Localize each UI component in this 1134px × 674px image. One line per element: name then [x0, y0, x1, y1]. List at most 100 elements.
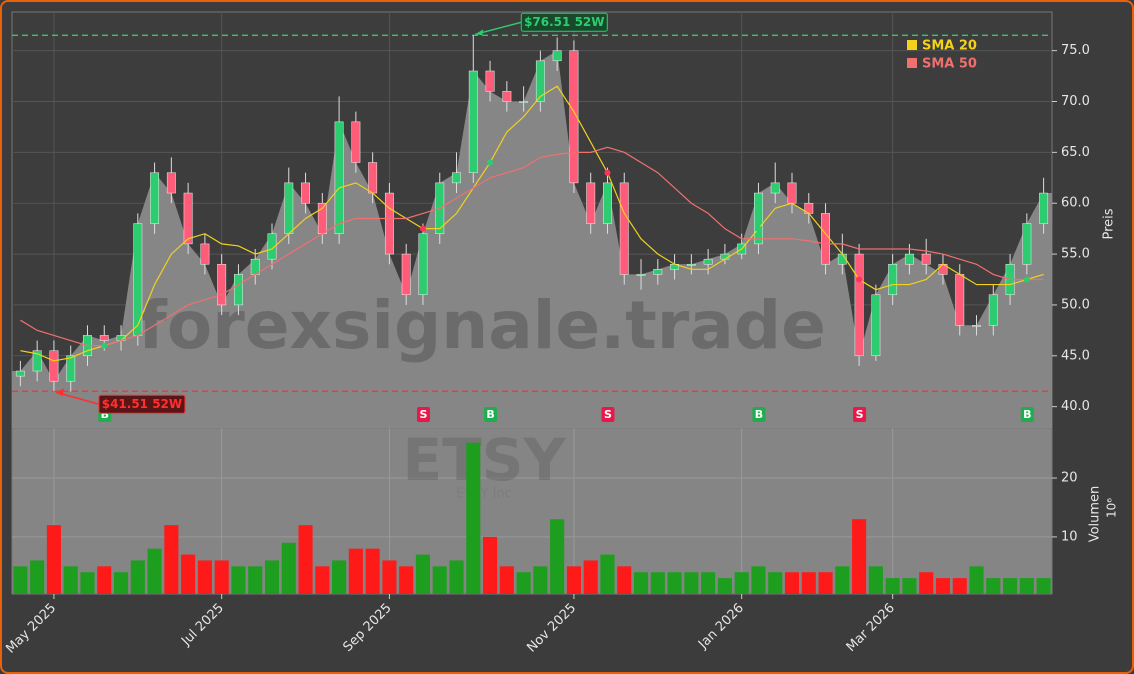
- candle-body: [888, 263, 898, 296]
- watermark: forexsignale.trade: [138, 287, 826, 364]
- signal-dot: [856, 276, 863, 283]
- volume-bar: [734, 572, 749, 594]
- signal-dot: [101, 342, 108, 349]
- candle-body: [234, 274, 243, 306]
- volume-bar: [214, 560, 229, 594]
- x-tick-label: May 2025: [3, 601, 59, 657]
- candle-body: [217, 263, 227, 306]
- candle-body: [485, 70, 495, 92]
- candle-body: [653, 269, 663, 275]
- watermark-company: ETSY Inc: [456, 487, 512, 502]
- volume-bar: [332, 560, 347, 594]
- annotation-box: [520, 12, 608, 32]
- close-area: [12, 50, 1052, 429]
- sma-line: [20, 85, 1044, 362]
- candle-body: [15, 370, 25, 377]
- candle-body: [770, 182, 780, 194]
- candle-body: [972, 325, 981, 327]
- candle-body: [636, 274, 646, 276]
- signal-badge: [416, 407, 430, 422]
- volume-bar: [633, 572, 649, 594]
- candle-body: [619, 182, 629, 275]
- volume-bar: [935, 578, 951, 594]
- y2-tick-label: 10: [1061, 529, 1078, 544]
- volume-bar: [164, 525, 179, 594]
- candle-body: [703, 258, 713, 265]
- candle-body: [904, 253, 914, 265]
- volume-bar: [550, 519, 565, 594]
- candle-body: [334, 121, 344, 234]
- volume-bar: [701, 572, 716, 594]
- volume-bar: [516, 572, 531, 594]
- legend-label: SMA 50: [922, 57, 977, 72]
- volume-bar: [80, 572, 95, 594]
- volume-bar: [13, 566, 28, 594]
- candle-body: [351, 121, 361, 163]
- volume-bar: [969, 566, 984, 594]
- volume-bar: [248, 566, 263, 594]
- volume-bar: [885, 578, 900, 594]
- candle-body: [418, 233, 428, 296]
- y-tick-label: 50.0: [1061, 297, 1090, 312]
- candle-body: [871, 294, 881, 357]
- candle-body: [519, 101, 529, 103]
- candle-body: [99, 335, 109, 341]
- volume-bar: [583, 560, 598, 594]
- volume-bar: [1036, 578, 1051, 594]
- volume-bar: [852, 519, 867, 594]
- annotation-arrow: [475, 21, 522, 36]
- volume-bar: [63, 566, 78, 594]
- candle-body: [754, 192, 763, 245]
- volume-bar: [600, 554, 615, 594]
- volume-bar: [986, 578, 1001, 594]
- volume-bar: [197, 560, 212, 594]
- legend-swatch: [907, 40, 917, 50]
- candle-body: [301, 182, 310, 204]
- volume-bar: [147, 548, 162, 594]
- candle-body: [468, 70, 478, 173]
- volume-bar: [499, 566, 514, 594]
- volume-bar: [919, 572, 934, 594]
- volume-bar: [264, 560, 280, 594]
- candle-body: [569, 50, 579, 184]
- annotation-box: [98, 394, 186, 414]
- signal-label: B: [101, 408, 109, 421]
- volume-bar: [432, 566, 447, 594]
- candle-body: [401, 253, 411, 296]
- signal-dot: [604, 169, 611, 176]
- candle-body: [200, 243, 210, 265]
- volume-bar: [348, 548, 363, 594]
- signal-label: S: [604, 408, 612, 421]
- candle-body: [921, 253, 931, 265]
- volume-bar: [751, 566, 766, 594]
- signal-label: B: [486, 408, 494, 421]
- candle-body: [535, 60, 545, 102]
- volume-bar: [684, 572, 699, 594]
- volume-bar: [97, 566, 112, 594]
- legend-label: SMA 20: [922, 39, 977, 54]
- signal-label: B: [1023, 408, 1031, 421]
- candle-body: [49, 350, 59, 382]
- volume-bar: [835, 566, 850, 594]
- candle-body: [452, 172, 461, 184]
- volume-bar: [952, 578, 967, 594]
- volume-bar: [818, 572, 833, 594]
- volume-bar: [30, 560, 45, 594]
- volume-bar: [617, 566, 632, 594]
- watermark-symbol: ETSY: [403, 426, 567, 494]
- candle-body: [955, 274, 965, 326]
- volume-bar: [130, 560, 145, 594]
- y-tick-label: 65.0: [1061, 145, 1090, 160]
- y-tick-label: 60.0: [1061, 196, 1090, 211]
- candle-body: [183, 192, 193, 245]
- signal-label: S: [856, 408, 864, 421]
- signal-dot: [487, 159, 494, 166]
- x-tick-label: Sep 2025: [340, 601, 394, 655]
- candle-body: [988, 294, 998, 326]
- volume-bar: [466, 442, 481, 594]
- y-tick-label: 55.0: [1061, 247, 1090, 262]
- candle-body: [166, 172, 176, 194]
- volume-bar: [566, 566, 581, 594]
- volume-bar: [667, 572, 682, 594]
